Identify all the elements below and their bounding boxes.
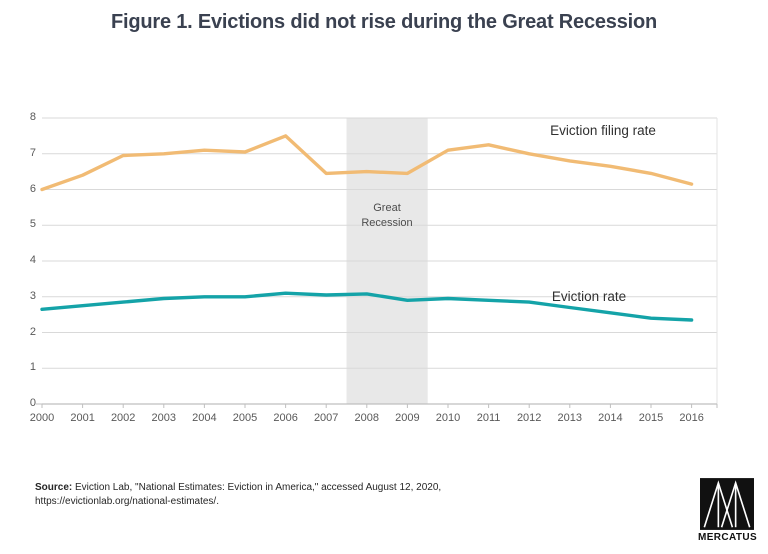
series-label-eviction-filing-rate: Eviction filing rate <box>550 123 656 138</box>
series-line-eviction-filing-rate <box>40 134 694 192</box>
x-tick-label: 2012 <box>516 412 542 424</box>
y-tick-label: 3 <box>29 289 36 302</box>
y-tick-label: 7 <box>29 146 36 159</box>
series-label-eviction-rate: Eviction rate <box>551 289 627 304</box>
y-tick-label: 0 <box>29 397 36 409</box>
x-tick-label: 2010 <box>435 412 461 424</box>
x-tick-label: 2014 <box>598 412 623 424</box>
x-tick-label: 2007 <box>313 412 339 424</box>
x-tick-label: 2015 <box>638 412 664 424</box>
source-note: Source: Eviction Lab, "National Estimate… <box>35 481 455 509</box>
x-tick-label: 2002 <box>110 412 136 424</box>
x-tick-label: 2001 <box>70 412 95 424</box>
y-tick-label: 8 <box>29 111 36 123</box>
mercatus-logo: MERCATUS <box>698 478 758 543</box>
mercatus-logo-icon <box>700 478 754 530</box>
x-tick-label: 2005 <box>232 412 258 424</box>
x-tick-label: 2004 <box>192 412 217 424</box>
y-tick-label: 2 <box>29 325 36 338</box>
source-label: Source: <box>35 482 73 493</box>
x-tick-label: 2008 <box>354 412 380 424</box>
x-tick-label: 2009 <box>395 412 420 424</box>
series-line-eviction-rate <box>40 291 694 322</box>
y-tick-label: 6 <box>29 182 36 195</box>
mercatus-logo-text: MERCATUS <box>698 532 758 543</box>
recession-band-label: Great Recession <box>361 202 413 229</box>
x-tick-label: 2016 <box>679 412 704 424</box>
x-tick-label: 2006 <box>273 412 298 424</box>
x-tick-label: 2003 <box>151 412 177 424</box>
y-tick-label: 5 <box>29 218 36 231</box>
y-tick-label: 1 <box>29 361 36 374</box>
x-tick-label: 2000 <box>29 412 55 424</box>
source-text: Eviction Lab, "National Estimates: Evict… <box>35 482 442 507</box>
y-tick-label: 4 <box>29 254 36 266</box>
x-tick-label: 2013 <box>557 412 583 424</box>
figure-title: Figure 1. Evictions did not rise during … <box>110 11 658 33</box>
x-tick-label: 2011 <box>476 412 501 424</box>
